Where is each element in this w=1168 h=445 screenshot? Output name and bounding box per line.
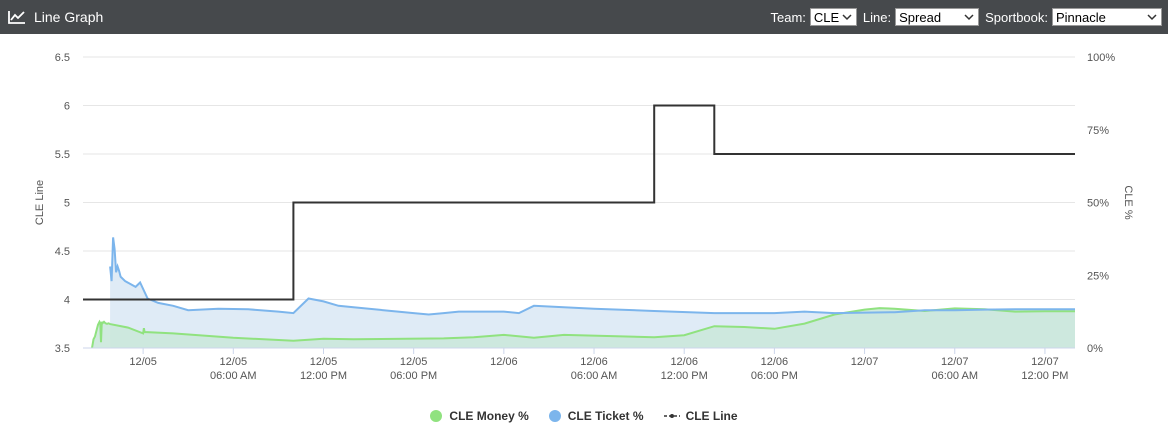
chevron-down-icon xyxy=(1147,14,1157,21)
money-series-line xyxy=(91,307,1075,349)
line-label: Line: xyxy=(862,9,892,25)
x-tick-label: 12/07 xyxy=(851,356,879,368)
filter-controls: Team: CLE Line: Spread Sportbook: Pinnac… xyxy=(771,6,1162,28)
ticket-series-line xyxy=(109,237,1075,316)
legend-ticket-marker xyxy=(548,410,561,422)
legend-item-money[interactable]: CLE Money % xyxy=(430,409,529,423)
y-left-tick-label: 3.5 xyxy=(55,343,70,355)
x-tick-label: 12/06 12:00 PM xyxy=(661,356,708,382)
y-right-tick-label: 50% xyxy=(1087,198,1109,210)
chevron-down-icon xyxy=(842,14,852,21)
line-select[interactable]: Spread xyxy=(895,8,980,26)
team-select[interactable]: CLE xyxy=(809,8,857,26)
y-left-axis-title: CLE Line xyxy=(34,180,46,225)
y-left-tick-label: 4 xyxy=(64,295,70,307)
y-right-tick-label: 0% xyxy=(1087,343,1103,355)
legend-money-label: CLE Money % xyxy=(449,409,529,423)
money-area xyxy=(92,308,1075,348)
x-tick-label: 12/05 06:00 AM xyxy=(210,356,256,382)
y-left-tick-label: 6.5 xyxy=(55,52,70,64)
x-tick-label: 12/07 12:00 PM xyxy=(1021,356,1068,382)
x-tick-label: 12/06 xyxy=(490,356,518,368)
x-tick-label: 12/06 06:00 PM xyxy=(751,356,798,382)
y-right-axis-title: CLE % xyxy=(1122,185,1134,219)
chart-legend: CLE Money % CLE Ticket % CLE Line xyxy=(0,406,1168,426)
line-chart-icon xyxy=(8,11,25,24)
y-right-tick-label: 75% xyxy=(1087,125,1109,137)
legend-line-marker xyxy=(663,414,680,418)
header-bar: Line Graph Team: CLE Line: Spread Sportb… xyxy=(0,0,1168,34)
x-tick-label: 12/06 06:00 AM xyxy=(571,356,617,382)
y-left-tick-label: 5.5 xyxy=(55,149,70,161)
team-select-value: CLE xyxy=(813,9,840,25)
y-right-tick-label: 25% xyxy=(1087,270,1109,282)
sportsbook-label: Sportbook: xyxy=(985,9,1048,25)
y-left-tick-label: 5 xyxy=(64,198,70,210)
line-chart: 6.5 6 5.5 5 4.5 4 3.5 100% 75% 50% 25% 0% CLE Line CL… xyxy=(34,52,1134,382)
x-tick-label: 12/05 06:00 PM xyxy=(390,356,437,382)
sportsbook-select[interactable]: Pinnacle xyxy=(1052,8,1162,26)
y-left-tick-label: 6 xyxy=(64,101,70,113)
x-tick-label: 12/07 06:00 AM xyxy=(932,356,978,382)
line-select-value: Spread xyxy=(899,9,942,25)
legend-line-label: CLE Line xyxy=(685,409,738,423)
legend-item-ticket[interactable]: CLE Ticket % xyxy=(548,409,644,423)
chevron-down-icon xyxy=(964,14,974,21)
legend-money-marker xyxy=(430,410,443,422)
legend-ticket-label: CLE Ticket % xyxy=(567,409,644,423)
y-right-tick-label: 100% xyxy=(1087,52,1115,64)
header-title-group: Line Graph xyxy=(8,0,103,34)
x-tick-label: 12/05 xyxy=(129,356,157,368)
y-left-tick-label: 4.5 xyxy=(55,246,70,258)
page-title: Line Graph xyxy=(34,9,104,25)
team-label: Team: xyxy=(770,9,806,25)
x-tick-label: 12/05 12:00 PM xyxy=(300,356,347,382)
cle-line-step xyxy=(83,104,1075,301)
legend-item-line[interactable]: CLE Line xyxy=(663,409,738,423)
sportsbook-select-value: Pinnacle xyxy=(1056,9,1106,25)
